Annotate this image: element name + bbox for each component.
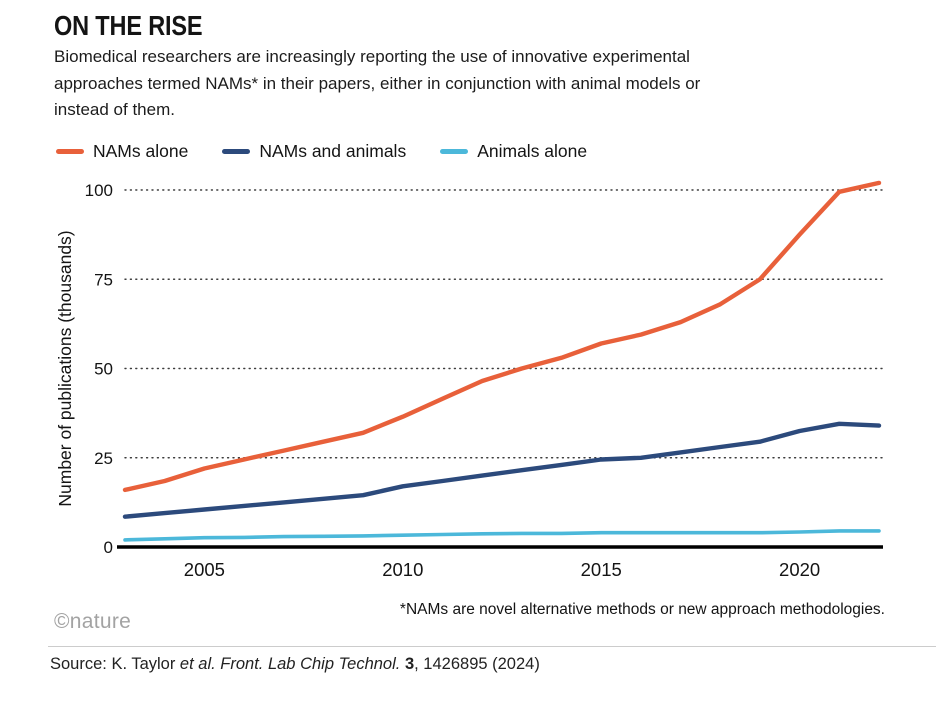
source-prefix: Source: K. Taylor xyxy=(50,655,180,673)
chart-svg: 0 25 50 75 100 2005 2010 2015 2020 Number of publ… xyxy=(55,180,884,580)
source-suffix: , 1426895 (2024) xyxy=(414,655,540,673)
legend-item-animals-alone: Animals alone xyxy=(440,141,587,162)
svg-text:100: 100 xyxy=(85,181,113,200)
footnote: *NAMs are novel alternative methods or n… xyxy=(399,601,885,618)
legend-item-nams-alone: NAMs alone xyxy=(56,141,188,162)
legend-label-nams-alone: NAMs alone xyxy=(93,141,189,161)
svg-text:2005: 2005 xyxy=(184,559,225,580)
svg-text:0: 0 xyxy=(104,538,113,557)
svg-text:2020: 2020 xyxy=(779,559,820,580)
svg-text:50: 50 xyxy=(94,360,113,379)
svg-text:75: 75 xyxy=(94,270,113,289)
legend: NAMs alone NAMs and animals Animals alon… xyxy=(56,141,587,162)
source-volume: 3 xyxy=(400,655,415,673)
source-line: Source: K. Taylor et al. Front. Lab Chip… xyxy=(50,655,540,674)
svg-text:Number of publications (thousa: Number of publications (thousands) xyxy=(55,230,75,506)
divider-line xyxy=(48,646,936,647)
chart-subtitle: Biomedical researchers are increasingly … xyxy=(54,47,701,120)
legend-label-animals-alone: Animals alone xyxy=(477,141,588,161)
source-italic: et al. Front. Lab Chip Technol. xyxy=(179,655,401,673)
svg-text:2010: 2010 xyxy=(382,559,423,580)
svg-text:25: 25 xyxy=(94,449,113,468)
legend-swatch-nams-and-animals xyxy=(222,149,251,154)
svg-text:2015: 2015 xyxy=(581,559,622,580)
legend-item-nams-and-animals: NAMs and animals xyxy=(222,141,406,162)
legend-swatch-animals-alone xyxy=(440,149,469,154)
legend-label-nams-and-animals: NAMs and animals xyxy=(259,141,407,161)
nature-logo: ©nature xyxy=(54,610,132,633)
legend-swatch-nams-alone xyxy=(56,149,84,154)
chart-title: ON THE RISE xyxy=(54,10,203,41)
